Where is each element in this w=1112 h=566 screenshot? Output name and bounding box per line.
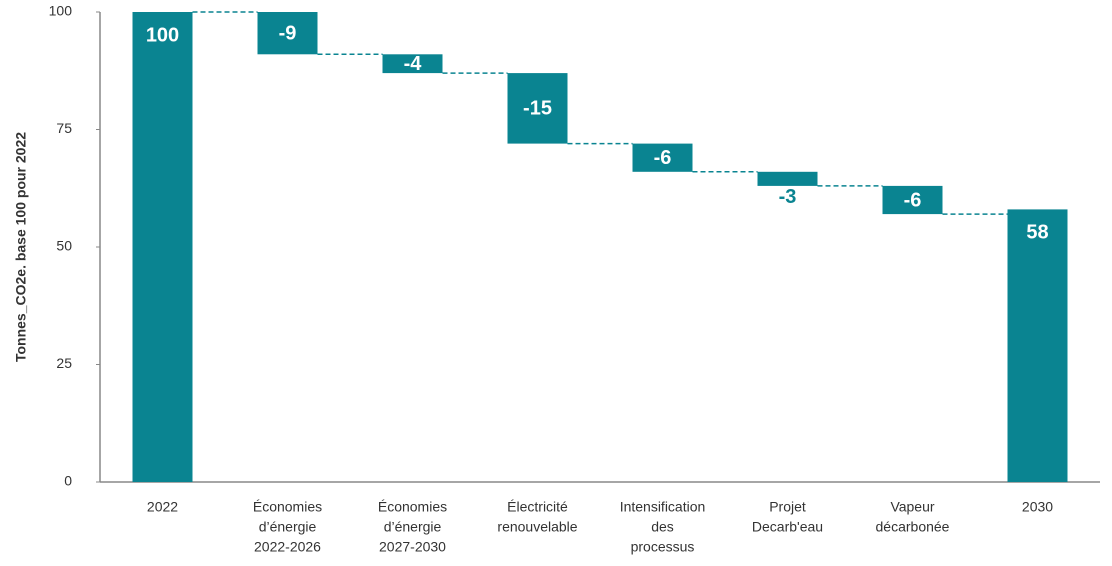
y-axis-label: Tonnes_CO2e. base 100 pour 2022: [13, 132, 29, 362]
value-label: 58: [1026, 222, 1048, 244]
y-tick-label: 75: [56, 120, 72, 136]
x-tick-label: renouvelable: [497, 519, 577, 535]
x-tick-label: des: [651, 519, 674, 535]
bar: [507, 73, 568, 144]
x-tick-label: Économies: [253, 499, 322, 515]
value-label: -6: [904, 189, 922, 211]
x-tick-label: Intensification: [620, 499, 706, 515]
x-tick-label: décarbonée: [876, 519, 950, 535]
x-tick-label: 2022-2026: [254, 539, 321, 555]
x-tick-label: 2027-2030: [379, 539, 446, 555]
x-tick-label: Électricité: [507, 499, 568, 515]
x-tick-label: 2030: [1022, 499, 1053, 515]
x-tick-label: processus: [631, 539, 695, 555]
value-label: -15: [523, 98, 552, 120]
bar: [257, 12, 318, 55]
bar: [132, 12, 193, 482]
y-tick-label: 25: [56, 355, 72, 371]
value-label: 100: [146, 24, 179, 46]
y-tick-label: 0: [64, 473, 72, 489]
y-tick-label: 50: [56, 238, 72, 254]
x-tick-label: d’énergie: [384, 519, 442, 535]
bar: [757, 171, 818, 186]
x-tick-label: Projet: [769, 499, 806, 515]
y-tick-label: 100: [49, 3, 73, 19]
x-tick-label: Vapeur: [890, 499, 934, 515]
value-label: -6: [654, 147, 672, 169]
value-label: -3: [779, 186, 797, 208]
x-tick-label: d’énergie: [259, 519, 317, 535]
bar: [882, 185, 943, 215]
bar: [1007, 209, 1068, 482]
bar: [382, 54, 443, 74]
bar: [632, 143, 693, 172]
x-tick-label: Économies: [378, 499, 447, 515]
value-label: -4: [404, 53, 423, 75]
value-label: -9: [279, 22, 297, 44]
x-tick-label: 2022: [147, 499, 178, 515]
x-tick-label: Decarb'eau: [752, 519, 823, 535]
